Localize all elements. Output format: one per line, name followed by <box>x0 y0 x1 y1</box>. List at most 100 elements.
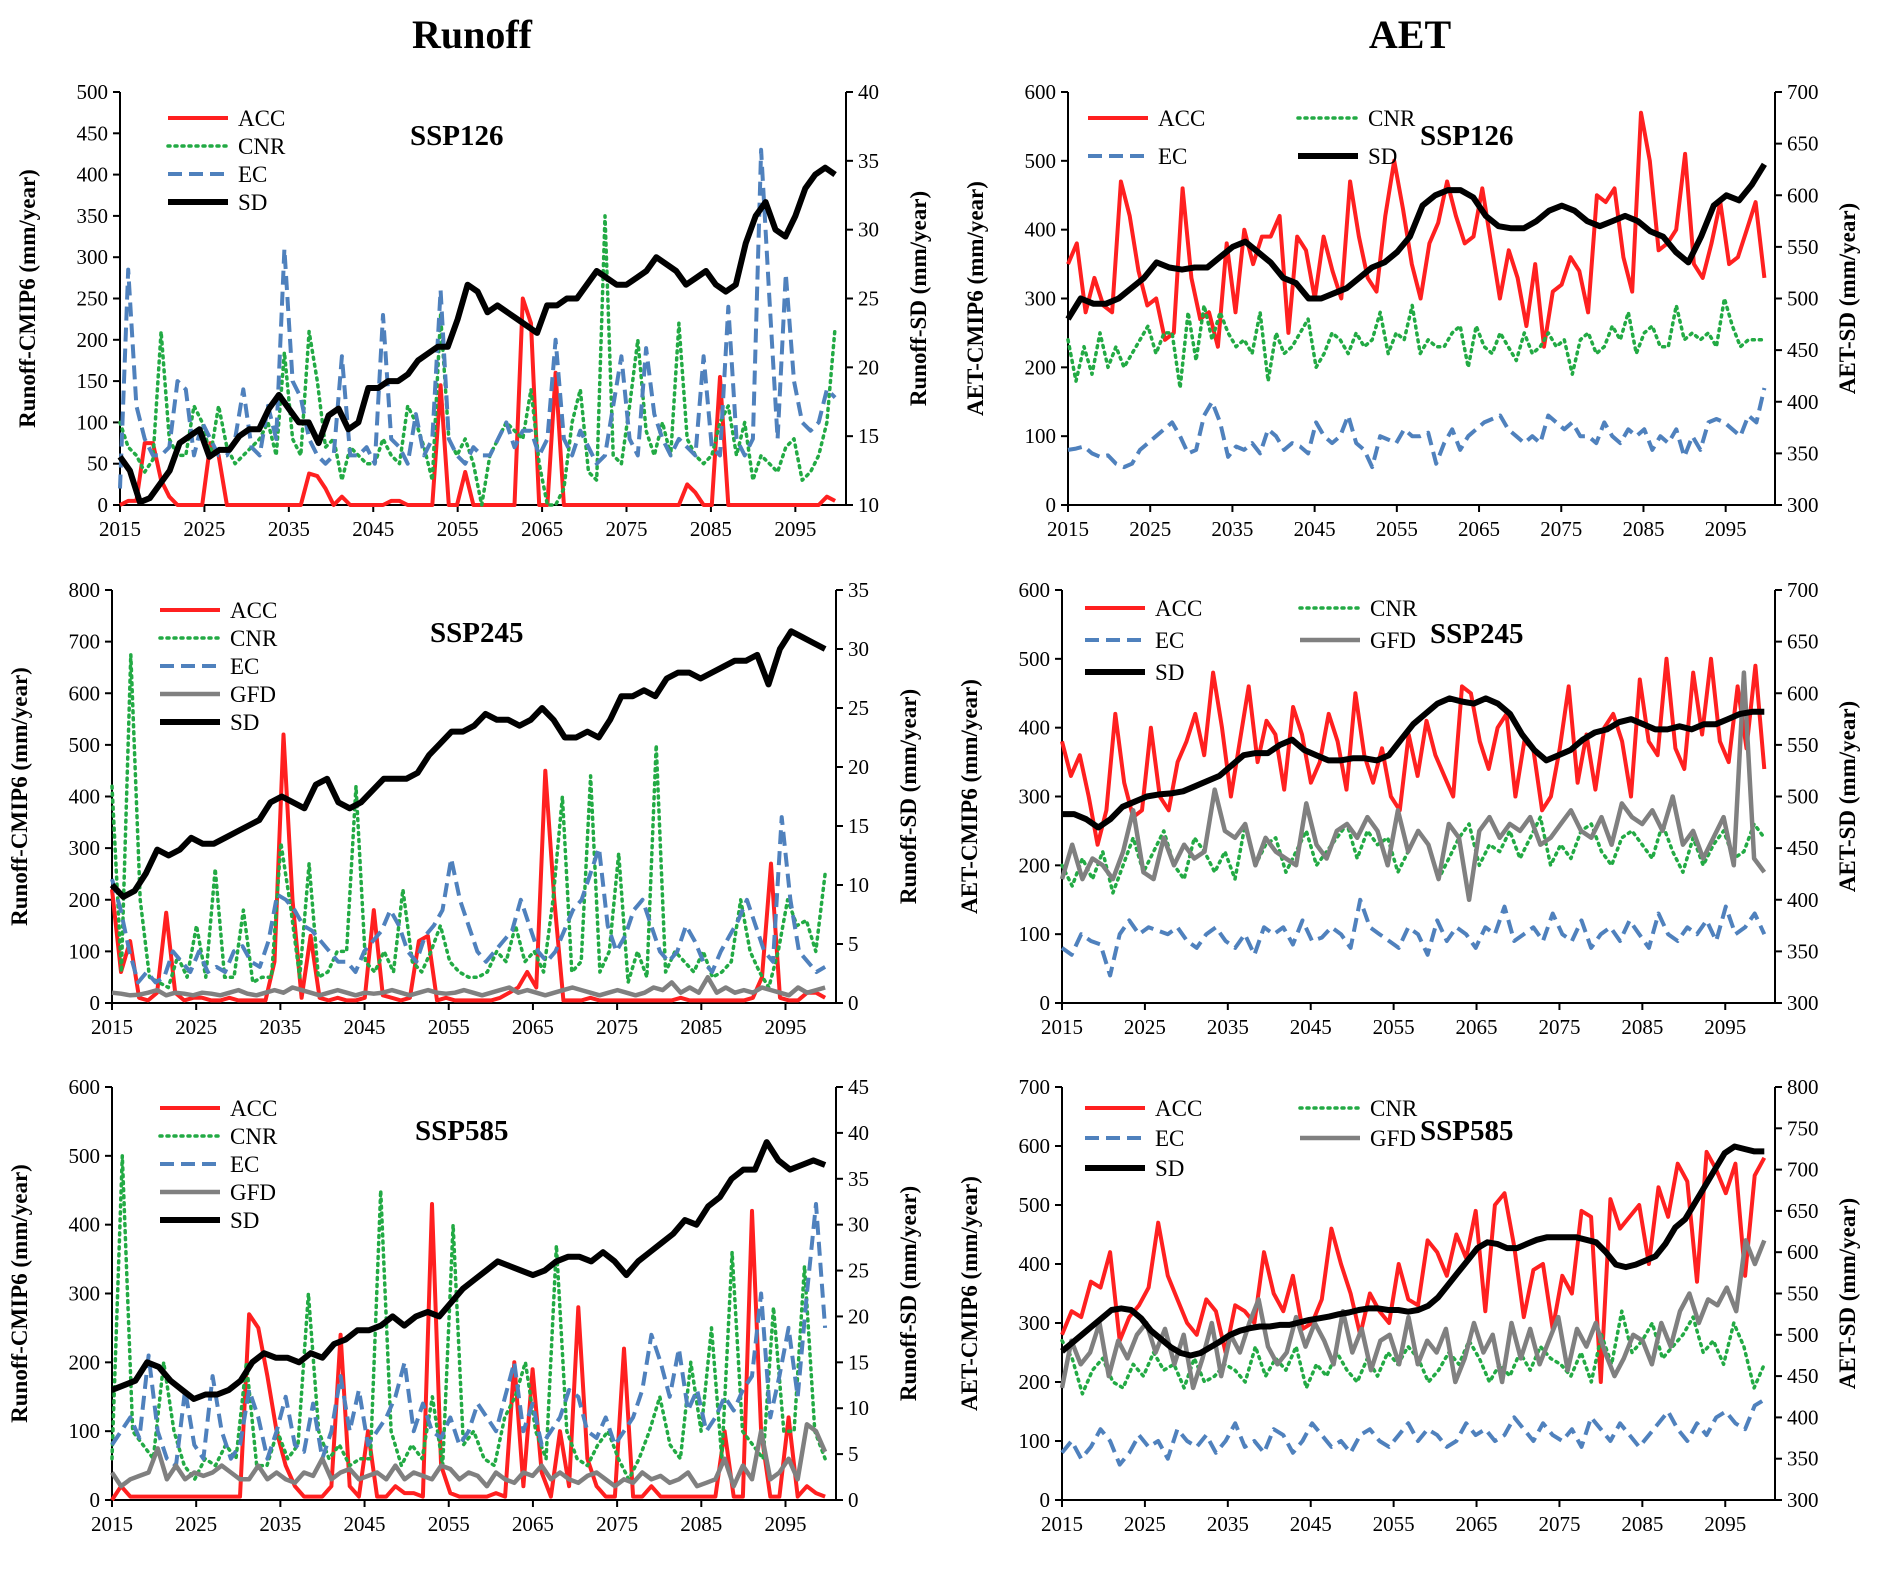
x-tick-label: 2085 <box>690 517 732 541</box>
x-tick-label: 2055 <box>428 1015 470 1039</box>
y2-tick-label: 35 <box>848 578 869 602</box>
x-tick-label: 2035 <box>259 1512 301 1536</box>
x-tick-label: 2095 <box>1704 1512 1746 1536</box>
legend-label-acc: ACC <box>230 598 277 623</box>
x-tick-label: 2035 <box>1207 1015 1249 1039</box>
series-cnr-line <box>110 1154 827 1482</box>
y2-tick-label: 350 <box>1787 1447 1819 1471</box>
y-tick-label: 200 <box>69 1350 101 1374</box>
series-ec-line <box>1067 387 1767 470</box>
x-tick-label: 2035 <box>1211 517 1253 541</box>
panel-runoff-ssp585: 0100200300400500600051015202530354045201… <box>7 1075 921 1536</box>
y2-tick-label: 300 <box>1787 1488 1819 1512</box>
y2-tick-label: 450 <box>1787 836 1819 860</box>
y-tick-label: 400 <box>69 1213 101 1237</box>
legend-label-acc: ACC <box>238 106 285 131</box>
y2-tick-label: 400 <box>1787 888 1819 912</box>
x-tick-label: 2015 <box>1047 517 1089 541</box>
legend-label-cnr: CNR <box>230 626 278 651</box>
y2-tick-label: 600 <box>1787 1240 1819 1264</box>
x-tick-label: 2045 <box>1290 1512 1332 1536</box>
y-tick-label: 450 <box>77 121 109 145</box>
y2-tick-label: 5 <box>848 1442 859 1466</box>
x-tick-label: 2015 <box>91 1512 133 1536</box>
y-tick-label: 600 <box>69 681 101 705</box>
y-tick-label: 0 <box>1040 991 1051 1015</box>
x-tick-label: 2025 <box>175 1015 217 1039</box>
x-tick-label: 2045 <box>1290 1015 1332 1039</box>
x-tick-label: 2085 <box>1621 1512 1663 1536</box>
y-tick-label: 400 <box>1019 716 1051 740</box>
x-tick-label: 2075 <box>596 1015 638 1039</box>
legend-label-cnr: CNR <box>1370 1096 1418 1121</box>
y2-tick-label: 700 <box>1787 1158 1819 1182</box>
series-gfd-line <box>111 974 826 998</box>
y-tick-label: 700 <box>1019 1075 1051 1099</box>
y2-tick-label: 40 <box>848 1121 869 1145</box>
legend-label-gfd: GFD <box>1370 1126 1416 1151</box>
y2-tick-label: 30 <box>858 218 879 242</box>
y2-tick-label: 700 <box>1787 80 1819 104</box>
y-tick-label: 800 <box>69 578 101 602</box>
y-tick-label: 0 <box>1046 493 1057 517</box>
y2-tick-label: 45 <box>848 1075 869 1099</box>
x-tick-label: 2065 <box>1456 1015 1498 1039</box>
y2-tick-label: 40 <box>858 80 879 104</box>
scenario-label: SSP245 <box>1430 618 1523 650</box>
x-tick-label: 2025 <box>175 1512 217 1536</box>
y2-tick-label: 5 <box>848 932 859 956</box>
y-tick-label: 400 <box>1019 1252 1051 1276</box>
legend-label-gfd: GFD <box>230 682 276 707</box>
x-tick-label: 2045 <box>1294 517 1336 541</box>
legend-label-sd: SD <box>238 190 267 215</box>
legend-label-acc: ACC <box>230 1096 277 1121</box>
y-tick-label: 300 <box>69 1282 101 1306</box>
y2-tick-label: 300 <box>1787 493 1819 517</box>
panel-runoff-ssp126: 0501001502002503003504004505001015202530… <box>15 80 931 541</box>
scenario-label: SSP585 <box>1420 1115 1513 1147</box>
y2-tick-label: 30 <box>848 637 869 661</box>
series-ec-line <box>1060 897 1767 978</box>
y2-tick-label: 550 <box>1787 1282 1819 1306</box>
legend-label-sd: SD <box>230 710 259 735</box>
y-axis-label: AET-CMIP6 (mm/year) <box>957 679 982 914</box>
y-tick-label: 100 <box>69 1419 101 1443</box>
x-tick-label: 2095 <box>774 517 816 541</box>
y-tick-label: 500 <box>69 733 101 757</box>
legend-label-ec: EC <box>230 1152 259 1177</box>
y-tick-label: 700 <box>69 630 101 654</box>
legend-label-ec: EC <box>1155 628 1184 653</box>
y2-tick-label: 350 <box>1787 939 1819 963</box>
y2-tick-label: 650 <box>1787 630 1819 654</box>
x-tick-label: 2045 <box>344 1512 386 1536</box>
x-tick-label: 2055 <box>1376 517 1418 541</box>
y2-tick-label: 10 <box>848 1396 869 1420</box>
y-tick-label: 100 <box>77 410 109 434</box>
series-gfd-line <box>110 1422 828 1489</box>
x-tick-label: 2075 <box>1538 1512 1580 1536</box>
panel-aet-ssp585: 0 100 200 300 400 500 600 700 300 350 400 450 500 550… <box>957 1075 1860 1536</box>
y-tick-label: 600 <box>1019 1134 1051 1158</box>
x-tick-label: 2055 <box>428 1512 470 1536</box>
y2-tick-label: 0 <box>848 1488 859 1512</box>
y2-tick-label: 20 <box>848 1304 869 1328</box>
y-tick-label: 300 <box>1019 1311 1051 1335</box>
y2-tick-label: 15 <box>848 814 869 838</box>
y-axis-label: AET-CMIP6 (mm/year) <box>963 181 988 416</box>
x-tick-label: 2085 <box>1621 1015 1663 1039</box>
y-tick-label: 0 <box>90 991 101 1015</box>
y2-tick-label: 700 <box>1787 578 1819 602</box>
y-tick-label: 200 <box>77 328 109 352</box>
y-tick-label: 200 <box>69 888 101 912</box>
x-tick-label: 2035 <box>1207 1512 1249 1536</box>
y2-tick-label: 20 <box>848 755 869 779</box>
y-tick-label: 500 <box>77 80 109 104</box>
y-tick-label: 350 <box>77 204 109 228</box>
x-tick-label: 2055 <box>437 517 479 541</box>
y2-axis-label: AET-SD (mm/year) <box>1835 701 1860 892</box>
series-acc-line <box>1060 1149 1767 1384</box>
y-tick-label: 500 <box>1025 149 1057 173</box>
y-tick-label: 200 <box>1025 355 1057 379</box>
y2-tick-label: 550 <box>1787 733 1819 757</box>
scenario-label: SSP245 <box>430 617 523 649</box>
